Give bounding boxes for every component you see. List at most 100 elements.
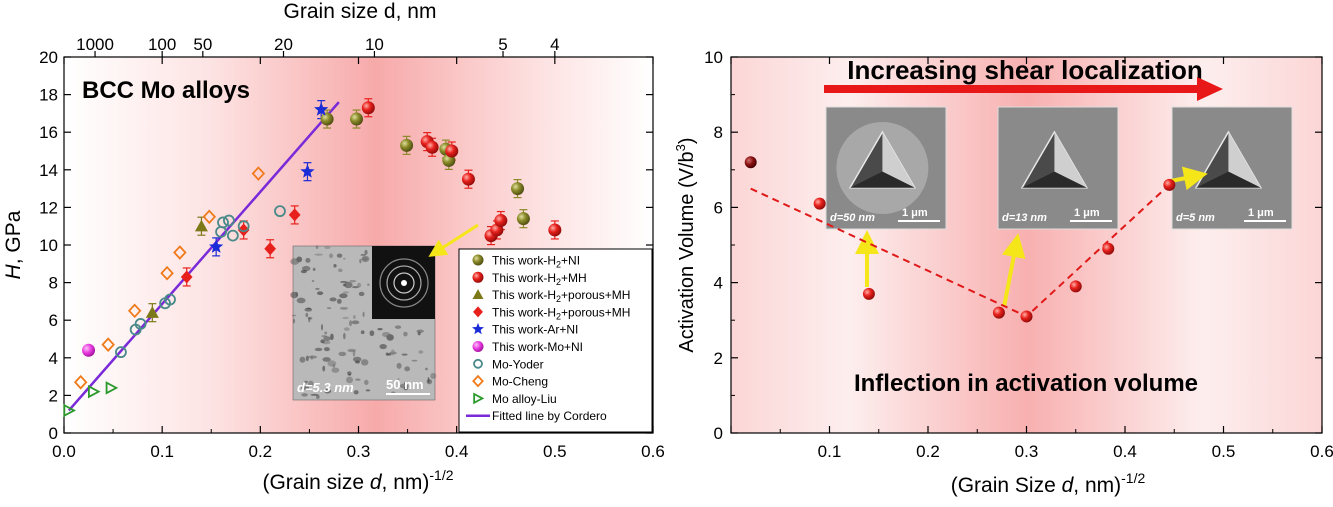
top-axis-title-text: Grain size d, nm	[284, 0, 437, 23]
tem-grain	[403, 331, 408, 337]
legend-label-part: +porous+MH	[561, 305, 630, 319]
yellow-arrow-2	[1001, 233, 1026, 308]
left-data-point	[314, 102, 329, 116]
left-x-tick-label: 0.0	[52, 442, 76, 461]
sem-grain-label: d=5 nm	[1176, 212, 1215, 224]
sem-indent-shadow	[1022, 171, 1087, 188]
right-x-tick-label: 0.1	[818, 442, 842, 461]
legend-label: This work-H2+porous+MH	[492, 288, 630, 304]
tem-grain	[320, 324, 324, 331]
shear-localization-label: Increasing shear localization	[847, 55, 1202, 85]
left-xlabel-main: (Grain size	[262, 471, 369, 494]
legend-label-part: This work-H	[492, 254, 556, 268]
left-x-tick-label: 0.1	[150, 442, 174, 461]
left-data-point	[400, 138, 414, 152]
tem-grain	[411, 359, 418, 362]
activation-volume-point	[992, 306, 1005, 319]
legend-label: Mo-Cheng	[492, 375, 548, 389]
left-data-point	[494, 214, 508, 228]
tem-grain	[385, 352, 389, 356]
tem-grain	[365, 389, 371, 392]
tem-grain	[305, 312, 309, 318]
tem-grain	[348, 320, 353, 327]
left-data-marks	[63, 98, 562, 418]
tem-grain	[336, 253, 343, 258]
right-axis-ticks: 0.1 0.2 0.3 0.4 0.5 0.6 0 2 4 6 8 10	[704, 48, 1333, 461]
right-x-tick-label: 0.2	[916, 442, 940, 461]
right-x-tick-label: 0.6	[1310, 442, 1333, 461]
left-data-point	[320, 112, 334, 126]
left-y-tick-label: 20	[39, 48, 58, 67]
left-x-tick-label: 0.6	[641, 442, 665, 461]
tem-grain	[364, 379, 369, 386]
tem-grain	[344, 281, 353, 289]
tem-grain	[300, 269, 307, 274]
legend-label: This work-Mo+NI	[492, 340, 583, 354]
left-data-point	[223, 214, 235, 227]
diffraction-ring-mid	[386, 265, 422, 301]
legend-label-part: +MH	[561, 271, 587, 285]
sem-insets: d=50 nm 1 μm d=13 nm 1 μm d=5 nm 1 μm	[825, 106, 1293, 230]
left-y-tick-label: 10	[39, 236, 58, 255]
tem-grain	[320, 339, 325, 344]
left-data-point	[180, 270, 193, 284]
tem-grain	[355, 360, 360, 364]
shear-arrow	[824, 77, 1223, 101]
left-data-point	[101, 337, 115, 352]
left-x-tick-label: 0.2	[249, 442, 273, 461]
tem-grain	[404, 366, 411, 372]
legend-label: This work-Ar+NI	[492, 323, 578, 337]
right-xlabel-italic: d	[1062, 474, 1075, 497]
tem-grain	[360, 253, 366, 256]
right-y-tick-label: 10	[704, 48, 723, 67]
tem-grain	[311, 280, 315, 282]
tem-grain	[403, 386, 408, 391]
activation-volume-point	[862, 287, 875, 300]
tem-grain	[425, 367, 428, 371]
right-y-tick-label: 6	[714, 198, 723, 217]
tem-grain	[291, 314, 297, 317]
tem-grain	[346, 376, 353, 384]
tem-grain	[361, 255, 370, 263]
legend-label: This work-H2+MH	[492, 271, 587, 287]
activation-volume-point	[1102, 242, 1115, 255]
legend-marker	[472, 254, 484, 266]
inflection-label: Inflection in activation volume	[854, 370, 1198, 397]
fitted-line-cordero	[67, 101, 340, 412]
tem-grain	[299, 356, 306, 363]
tem-grain	[290, 258, 300, 265]
tem-grain	[323, 347, 330, 352]
left-data-point	[548, 223, 562, 237]
legend-label-sub: 2	[556, 311, 561, 321]
tem-grain	[330, 333, 334, 340]
tem-grain	[343, 332, 346, 340]
top-axis-tick-label: 100	[148, 35, 176, 54]
legend-marker	[472, 322, 484, 335]
tem-grain	[353, 390, 359, 395]
left-data-point	[288, 208, 301, 222]
legend-marker	[472, 271, 484, 283]
left-data-point	[194, 219, 208, 232]
legend-label-sub: 2	[556, 277, 561, 287]
tem-grain	[324, 388, 332, 394]
tem-grain	[357, 282, 361, 288]
left-data-point	[445, 144, 459, 158]
legend-label-part: This work-H	[492, 305, 556, 319]
right-ylabel-sup: 3	[673, 144, 688, 151]
activation-volume-point	[1069, 280, 1082, 293]
left-data-point	[164, 293, 176, 306]
left-x-tick-label: 0.4	[445, 442, 469, 461]
left-data-point	[300, 164, 315, 178]
left-xlabel-italic: d	[370, 471, 383, 494]
legend-marker	[472, 374, 484, 388]
tem-grain	[324, 246, 331, 249]
tem-grain	[338, 351, 347, 357]
right-y-tick-label: 8	[714, 123, 723, 142]
left-y-axis-label: H, GPa	[2, 210, 25, 279]
top-axis-tick-label: 50	[193, 35, 212, 54]
tem-grain	[304, 380, 308, 384]
tem-grain	[427, 376, 430, 383]
left-xlabel-tail: , nm)	[382, 471, 430, 494]
left-data-point	[361, 101, 375, 115]
left-y-tick-label: 12	[39, 198, 58, 217]
